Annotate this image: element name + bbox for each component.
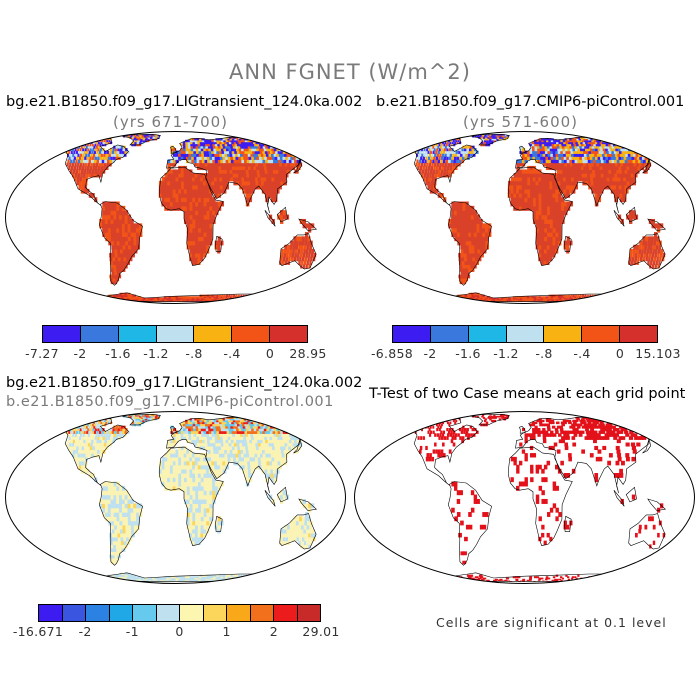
colorbar-tick-label: 28.95 <box>289 346 327 361</box>
colorbar-tick-label: 1 <box>222 624 231 639</box>
colorbar-swatch <box>133 605 157 621</box>
map-border <box>354 411 695 584</box>
colorbar-swatch <box>620 326 658 342</box>
colorbar-swatch <box>297 605 320 621</box>
colorbar-swatch <box>430 326 469 342</box>
panel-case1-years: (yrs 671-700) <box>113 113 229 131</box>
map-border <box>5 131 346 304</box>
significance-note: Cells are significant at 0.1 level <box>436 615 667 630</box>
colorbar-swatch <box>232 326 271 342</box>
colorbar-swatch <box>156 326 195 342</box>
map-ttest <box>353 410 696 585</box>
colorbar-tick-label: -1.6 <box>455 346 481 361</box>
colorbar-case1-labels: -7.27 -2 -1.6 -1.2 -.8 -.4 0 28.95 <box>25 346 326 362</box>
colorbar-swatch <box>506 326 545 342</box>
map-border <box>5 411 346 584</box>
colorbar-case2-labels: -6.858 -2 -1.6 -1.2 -.8 -.4 0 15.103 <box>371 346 681 362</box>
colorbar-swatch <box>274 605 298 621</box>
colorbar-swatch <box>544 326 583 342</box>
colorbar-tick-label: -.4 <box>223 346 241 361</box>
colorbar-swatch <box>80 326 119 342</box>
colorbar-tick-label: -1.6 <box>105 346 131 361</box>
panel-case2-years: (yrs 571-600) <box>463 113 579 131</box>
colorbar-swatch <box>109 605 133 621</box>
panel-case1-title: bg.e21.B1850.f09_g17.LIGtransient_124.0k… <box>6 94 363 110</box>
colorbar-swatch <box>468 326 507 342</box>
colorbar-swatch <box>62 605 86 621</box>
colorbar-tick-label: 29.01 <box>302 624 340 639</box>
colorbar-tick-label: -2 <box>423 346 437 361</box>
colorbar-tick-label: -6.858 <box>370 346 414 361</box>
colorbar-swatch <box>203 605 227 621</box>
colorbar-case1 <box>42 325 308 343</box>
panel-diff-title: bg.e21.B1850.f09_g17.LIGtransient_124.0k… <box>6 375 363 391</box>
colorbar-tick-label: -1.2 <box>493 346 519 361</box>
map-case1 <box>4 130 347 305</box>
colorbar-swatch <box>393 326 431 342</box>
colorbar-tick-label: 2 <box>269 624 278 639</box>
colorbar-swatch <box>250 605 274 621</box>
colorbar-swatch <box>156 605 180 621</box>
colorbar-tick-label: -.8 <box>185 346 203 361</box>
colorbar-tick-label: 0 <box>175 624 184 639</box>
colorbar-tick-label: -7.27 <box>25 346 59 361</box>
colorbar-tick-label: -.4 <box>573 346 591 361</box>
colorbar-tick-label: 15.103 <box>635 346 681 361</box>
panel-ttest-title: T-Test of two Case means at each grid po… <box>369 386 686 402</box>
colorbar-tick-label: -2 <box>78 624 92 639</box>
colorbar-case2 <box>392 325 658 343</box>
panel-case2-title: b.e21.B1850.f09_g17.CMIP6-piControl.001 <box>376 94 685 110</box>
colorbar-diff <box>38 604 321 622</box>
map-diff <box>4 410 347 585</box>
map-border <box>354 131 695 304</box>
colorbar-swatch <box>39 605 63 621</box>
map-case2 <box>353 130 696 305</box>
colorbar-swatch <box>118 326 157 342</box>
colorbar-tick-label: -2 <box>73 346 87 361</box>
panel-diff-subtitle: b.e21.B1850.f09_g17.CMIP6-piControl.001 <box>6 394 334 410</box>
colorbar-swatch <box>194 326 233 342</box>
colorbar-swatch <box>582 326 621 342</box>
figure-title: ANN FGNET (W/m^2) <box>229 60 471 84</box>
colorbar-tick-label: 0 <box>615 346 625 361</box>
colorbar-tick-label: -.8 <box>535 346 553 361</box>
colorbar-swatch <box>43 326 81 342</box>
colorbar-tick-label: -1.2 <box>143 346 169 361</box>
colorbar-tick-label: -1 <box>125 624 139 639</box>
colorbar-diff-labels: -16.671 -2 -1 0 1 2 29.01 <box>13 624 340 640</box>
colorbar-tick-label: 0 <box>265 346 275 361</box>
colorbar-swatch <box>86 605 110 621</box>
colorbar-swatch <box>180 605 204 621</box>
colorbar-swatch <box>227 605 251 621</box>
colorbar-tick-label: -16.671 <box>12 624 64 639</box>
colorbar-swatch <box>270 326 308 342</box>
